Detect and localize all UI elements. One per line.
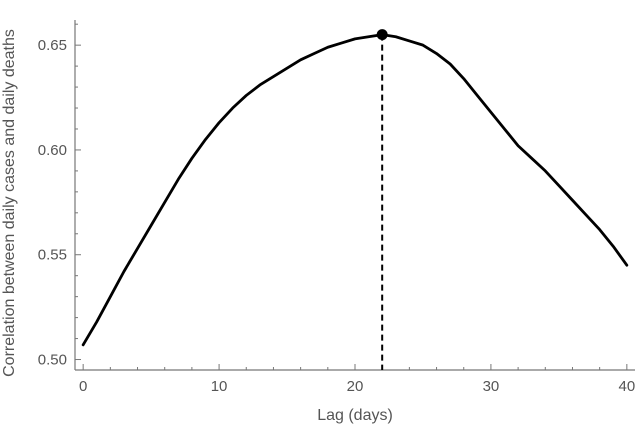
y-axis-title: Correlation between daily cases and dail…	[1, 29, 18, 377]
y-tick-label: 0.50	[38, 352, 67, 369]
y-tick-label: 0.60	[38, 142, 67, 159]
x-axis-title: Lag (days)	[317, 407, 393, 424]
x-tick-label: 40	[619, 378, 636, 395]
x-tick-label: 0	[79, 378, 87, 395]
x-tick-label: 10	[211, 378, 228, 395]
axes: 0 10 20 30 40 0.50 0.55 0.60 0.65	[38, 20, 635, 395]
y-tick-label: 0.55	[38, 247, 67, 264]
x-tick-label: 30	[483, 378, 500, 395]
annotation-layer	[376, 29, 388, 370]
correlation-line	[81, 33, 629, 347]
series-layer	[81, 33, 629, 347]
peak-marker-point	[376, 29, 388, 41]
y-tick-label: 0.65	[38, 37, 67, 54]
x-tick-label: 20	[347, 378, 364, 395]
